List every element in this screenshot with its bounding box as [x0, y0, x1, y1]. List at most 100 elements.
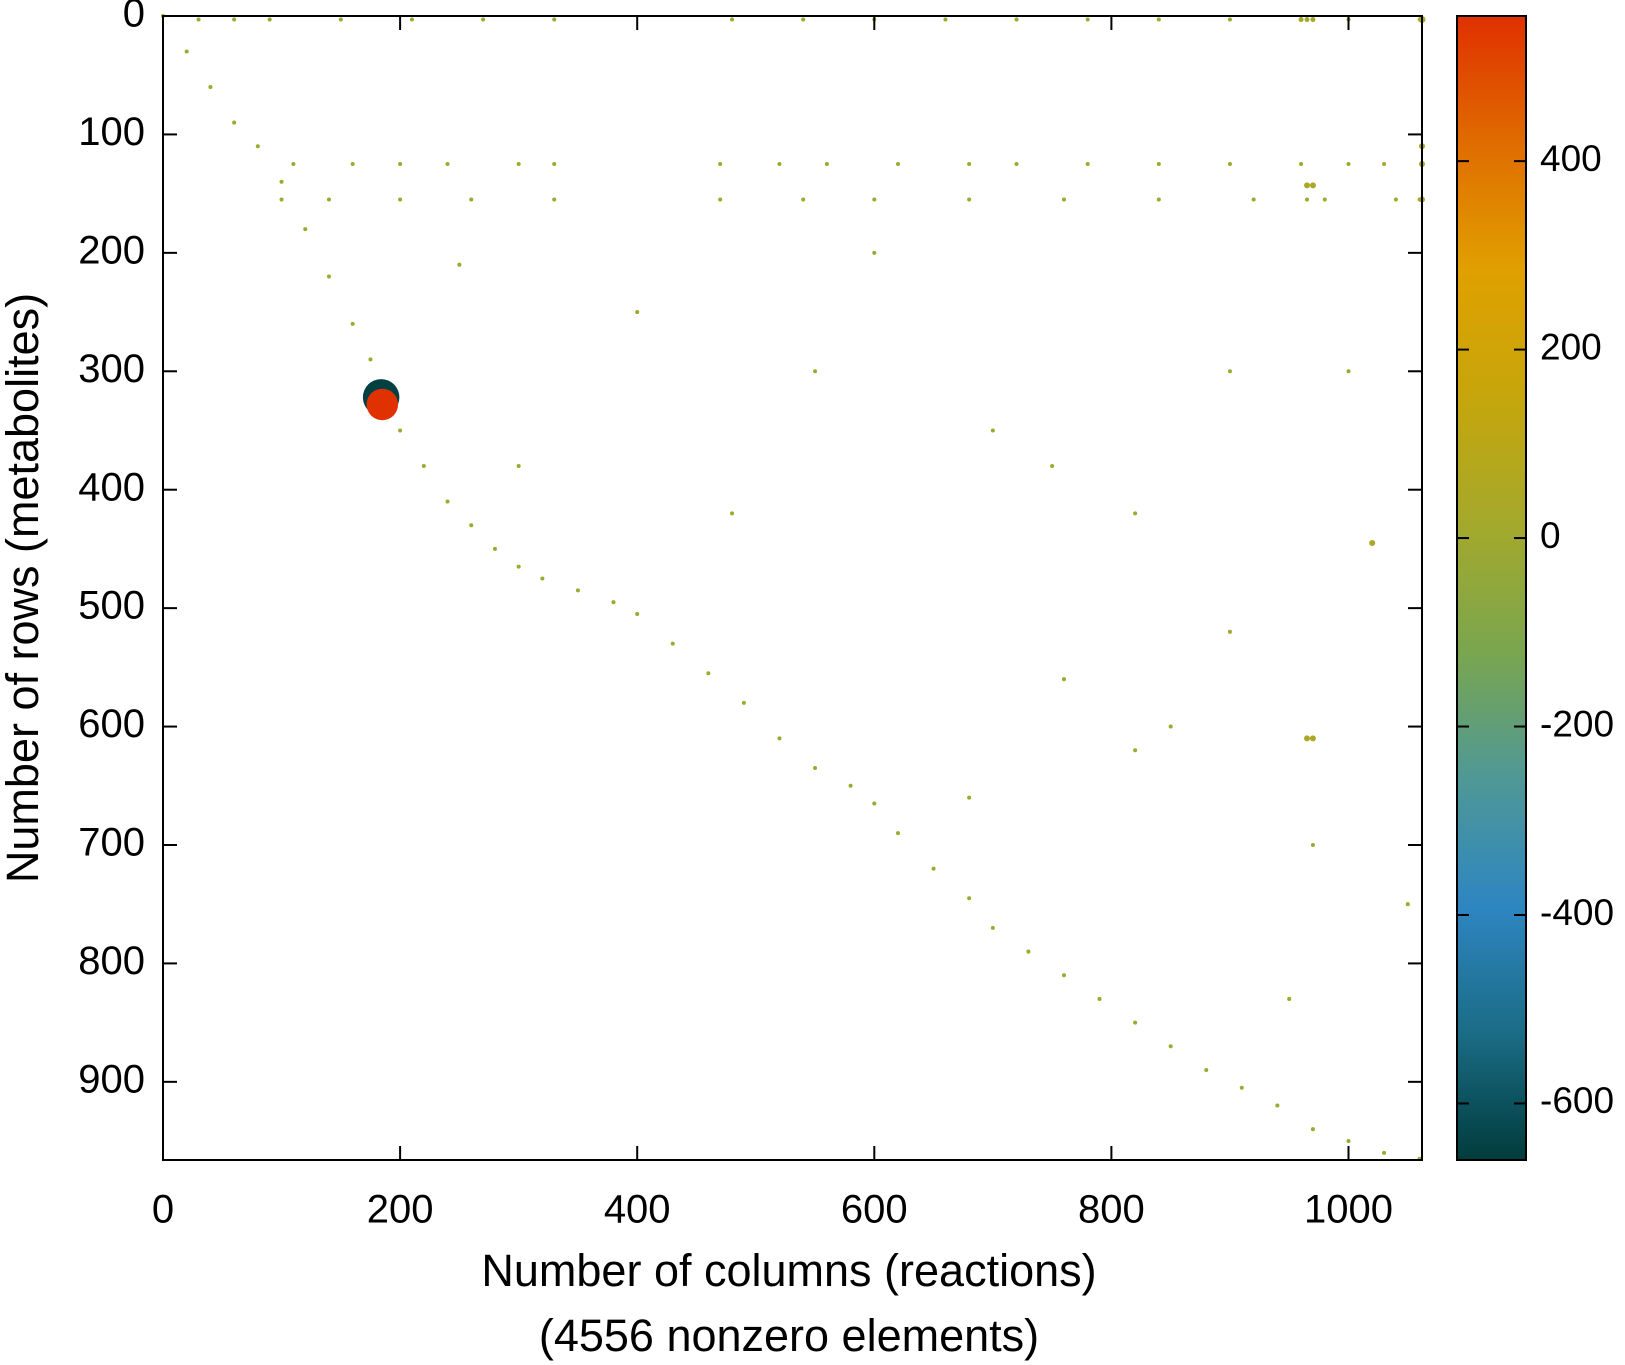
colorbar-tick-label: -400	[1540, 892, 1614, 933]
nonzero-element	[990, 925, 995, 930]
nonzero-element	[492, 546, 497, 551]
nonzero-element	[967, 795, 972, 800]
nonzero-element	[469, 197, 474, 202]
nonzero-element	[1097, 996, 1102, 1001]
nonzero-element	[990, 428, 995, 433]
nonzero-element	[635, 310, 640, 315]
nonzero-element	[350, 162, 355, 167]
nonzero-element	[184, 49, 189, 54]
nonzero-element	[1304, 197, 1310, 202]
x-axis-label: Number of columns (reactions)	[481, 1245, 1096, 1296]
nonzero-element	[398, 162, 403, 167]
nonzero-element	[1061, 677, 1067, 682]
nonzero-element	[1168, 724, 1173, 729]
nonzero-element	[1156, 17, 1161, 22]
y-tick-label: 300	[78, 347, 145, 391]
colorbar-tick-label: -600	[1540, 1080, 1614, 1121]
nonzero-element	[1014, 162, 1019, 167]
nonzero-element	[777, 736, 782, 741]
nonzero-element	[1227, 629, 1232, 634]
nonzero-element	[1156, 197, 1161, 202]
nonzero-element	[1156, 162, 1161, 167]
nonzero-element	[801, 17, 806, 22]
nonzero-element	[350, 321, 355, 326]
nonzero-element	[635, 612, 640, 617]
nonzero-element	[1061, 197, 1067, 202]
nonzero-element	[1239, 1085, 1244, 1090]
nonzero-element	[445, 162, 450, 167]
nonzero-element	[777, 162, 782, 167]
nonzero-element	[398, 428, 403, 433]
y-tick-label: 200	[78, 228, 145, 272]
nonzero-element	[516, 564, 521, 569]
nonzero-element	[872, 250, 877, 255]
nonzero-element	[469, 523, 474, 528]
nonzero-element	[1026, 949, 1031, 954]
nonzero-element	[1346, 162, 1351, 167]
nonzero-element	[445, 499, 450, 504]
colorbar-tick-label: 0	[1540, 515, 1561, 556]
x-tick-label: 400	[604, 1188, 671, 1232]
nonzero-element	[730, 511, 735, 516]
nonzero-element	[1310, 1127, 1315, 1132]
nonzero-element	[1275, 1103, 1280, 1108]
nonzero-element	[481, 17, 486, 22]
y-tick-label: 500	[78, 584, 145, 628]
nonzero-element	[1227, 162, 1232, 167]
nonzero-element	[1304, 182, 1311, 189]
nonzero-element	[611, 600, 616, 605]
nonzero-element	[552, 197, 557, 202]
nonzero-element	[1405, 902, 1410, 907]
x-tick-label: 200	[367, 1188, 434, 1232]
nonzero-element	[706, 671, 711, 676]
y-tick-label: 400	[78, 465, 145, 509]
nonzero-element	[1085, 17, 1090, 22]
nonzero-element	[1133, 748, 1138, 753]
nonzero-element	[1369, 539, 1376, 546]
nonzero-element	[670, 641, 675, 646]
x-tick-label: 600	[841, 1188, 908, 1232]
nonzero-element	[255, 144, 260, 149]
y-tick-label: 700	[78, 821, 145, 865]
nonzero-element	[1346, 1139, 1351, 1144]
y-tick-label: 600	[78, 702, 145, 746]
nonzero-element	[1133, 511, 1138, 516]
nonzero-element	[872, 801, 877, 806]
nonzero-element	[516, 162, 521, 167]
nonzero-element	[741, 700, 746, 705]
nonzero-element	[303, 227, 308, 232]
y-tick-label: 900	[78, 1057, 145, 1101]
nonzero-element	[1346, 369, 1351, 374]
nonzero-element	[801, 197, 806, 202]
x-tick-label: 0	[152, 1188, 174, 1232]
nonzero-element	[516, 463, 521, 469]
nonzero-element	[872, 197, 877, 202]
plot-frame	[162, 15, 1423, 1161]
nonzero-element	[1322, 197, 1327, 202]
x-axis-sublabel: (4556 nonzero elements)	[539, 1310, 1039, 1361]
nonzero-element	[208, 85, 213, 90]
nonzero-element	[552, 17, 557, 22]
nonzero-element	[967, 197, 972, 202]
nonzero-element	[279, 197, 284, 202]
nonzero-element	[967, 162, 972, 167]
nonzero-element	[1298, 17, 1304, 23]
nonzero-element	[1085, 162, 1090, 167]
nonzero-element	[552, 162, 557, 167]
nonzero-element	[967, 896, 972, 901]
nonzero-element	[1393, 197, 1398, 202]
nonzero-element	[421, 463, 426, 469]
nonzero-element	[398, 197, 403, 202]
nonzero-element	[540, 576, 545, 581]
nonzero-element	[1251, 197, 1256, 202]
y-axis-label: Number of rows (metabolites)	[0, 293, 48, 883]
nonzero-element	[824, 162, 829, 167]
nonzero-element	[943, 17, 948, 22]
nonzero-element	[457, 262, 462, 267]
nonzero-element	[1014, 17, 1019, 22]
nonzero-element	[1061, 973, 1067, 978]
nonzero-element	[730, 17, 735, 22]
colorbar-tick-label: 400	[1540, 138, 1602, 179]
nonzero-element	[366, 388, 399, 421]
